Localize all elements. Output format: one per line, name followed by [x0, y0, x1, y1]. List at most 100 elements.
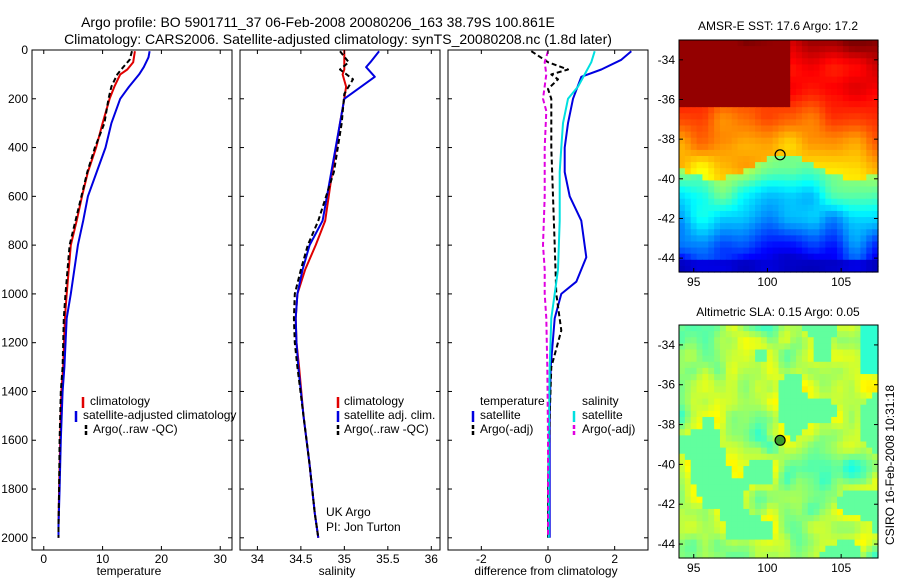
sla-cell [702, 502, 709, 510]
sla-cell [866, 343, 873, 351]
sla-cell [719, 545, 727, 553]
sst-cell [831, 217, 838, 224]
sla-cell [679, 343, 686, 351]
sst-cell [813, 186, 821, 194]
sst-cell [790, 119, 797, 127]
sla-cell [778, 472, 785, 479]
sst-cell [772, 88, 780, 96]
sst-cell [796, 186, 803, 194]
sla-cell [696, 398, 704, 406]
sst-cell [696, 210, 704, 218]
sla-cell [690, 521, 698, 528]
sla-cell [831, 447, 838, 455]
sst-cell [690, 82, 698, 90]
sst-cell [766, 217, 774, 224]
sla-cell [696, 441, 704, 449]
sla-cell [819, 551, 826, 559]
sla-cell [842, 423, 850, 430]
sst-cell [679, 156, 686, 163]
sst-cell [725, 210, 733, 218]
sla-cell [755, 410, 762, 418]
sst-cell [684, 131, 692, 139]
sst-cell [837, 82, 844, 90]
sla-cell [784, 441, 791, 449]
sla-cell [737, 539, 744, 547]
sla-cell [679, 392, 686, 400]
sla-cell [772, 539, 780, 547]
sla-cell [719, 367, 727, 375]
sla-cell [760, 325, 768, 332]
sla-cell [819, 380, 826, 387]
sla-cell [772, 355, 780, 363]
sst-cell [725, 137, 733, 145]
sst-cell [866, 82, 873, 90]
sst-cell [684, 107, 692, 114]
sst-cell [731, 174, 739, 182]
sla-cell [684, 325, 692, 332]
sla-cell [796, 423, 803, 430]
sst-cell [819, 186, 826, 194]
sla-cell [743, 508, 750, 516]
sla-cell [719, 416, 727, 424]
sla-cell [842, 331, 850, 338]
sst-cell [766, 162, 774, 169]
sla-cell [702, 508, 709, 516]
sla-cell [725, 502, 733, 510]
sla-cell [755, 551, 762, 559]
sla-cell [837, 416, 844, 424]
sla-cell [848, 533, 856, 541]
sst-cell [702, 210, 709, 218]
sla-cell [760, 435, 768, 443]
sla-cell [860, 502, 867, 510]
sst-cell [778, 198, 785, 206]
sla-cell [719, 380, 727, 387]
sst-cell [837, 174, 844, 182]
sst-cell [796, 174, 803, 182]
sla-cell [801, 349, 809, 357]
sst-cell [790, 186, 797, 194]
sla-cell [719, 349, 727, 357]
sst-cell [714, 186, 721, 194]
sla-cell [760, 508, 768, 516]
sla-cell [731, 331, 739, 338]
sst-cell [766, 235, 774, 243]
sst-cell [848, 137, 856, 145]
sla-cell [737, 533, 744, 541]
sla-cell [743, 551, 750, 559]
sst-cell [813, 259, 821, 267]
sla-cell [854, 367, 862, 375]
sla-cell [842, 521, 850, 528]
sla-cell [831, 472, 838, 479]
sst-cell [743, 82, 750, 90]
sla-cell [737, 392, 744, 400]
sla-cell [772, 361, 780, 369]
sla-cell [755, 545, 762, 553]
sla-cell [831, 386, 838, 394]
sla-cell [860, 551, 867, 559]
sla-cell [708, 367, 715, 375]
sst-cell [679, 259, 686, 267]
sst-cell [778, 223, 785, 230]
sla-cell [749, 472, 756, 479]
sla-cell [737, 349, 744, 357]
sla-cell [807, 331, 815, 338]
sst-cell [866, 70, 873, 78]
sla-cell [872, 502, 879, 510]
sla-cell [684, 423, 692, 430]
sla-cell [719, 490, 727, 498]
sst-cell [690, 46, 698, 53]
sst-cell [749, 46, 756, 53]
sst-cell [760, 259, 768, 267]
sla-cell [819, 374, 826, 381]
sst-cell [837, 46, 844, 53]
sst-cell [790, 174, 797, 182]
sla-cell [749, 423, 756, 430]
sst-cell [801, 70, 809, 78]
sla-cell [737, 435, 744, 443]
sst-cell [807, 58, 815, 66]
sla-cell [784, 521, 791, 528]
sla-cell [778, 508, 785, 516]
sla-cell [790, 435, 797, 443]
sla-cell [690, 472, 698, 479]
sla-cell [819, 367, 826, 375]
